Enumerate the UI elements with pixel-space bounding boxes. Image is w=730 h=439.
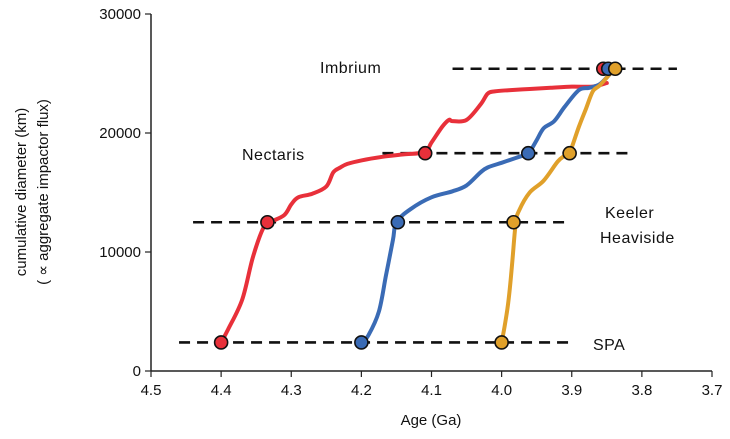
- y-tick-label: 20000: [99, 125, 141, 142]
- plot-area: [179, 61, 677, 350]
- annotation-keeler: Keeler: [605, 205, 654, 222]
- annotation-imbrium: Imbrium: [320, 60, 381, 77]
- data-point-marker: [417, 145, 433, 161]
- x-axis-title: Age (Ga): [401, 412, 462, 429]
- data-point-marker: [562, 145, 577, 161]
- data-point-marker: [213, 335, 229, 350]
- x-tick-label: 4.0: [491, 382, 512, 399]
- y-tick-label: 10000: [99, 244, 141, 261]
- data-point-marker: [607, 61, 623, 77]
- series-line-blue: [359, 71, 613, 345]
- y-ticks: 0 10000 20000 30000: [99, 6, 151, 380]
- data-point-marker: [506, 214, 521, 230]
- x-tick-label: 4.4: [211, 382, 232, 399]
- annotation-heaviside: Heaviside: [600, 230, 675, 247]
- x-ticks: 4.5 4.4 4.3 4.2 4.1 4.0 3.9 3.8 3.7: [141, 371, 723, 399]
- x-tick-label: 4.1: [421, 382, 442, 399]
- x-tick-label: 4.5: [141, 382, 162, 399]
- data-point-marker: [260, 214, 275, 230]
- y-tick-label: 0: [133, 363, 141, 380]
- x-tick-label: 3.8: [631, 382, 652, 399]
- data-point-marker: [390, 214, 406, 230]
- data-point-marker: [520, 145, 536, 161]
- x-tick-label: 4.3: [281, 382, 302, 399]
- data-point-marker: [354, 335, 369, 350]
- annotation-nectaris: Nectaris: [242, 147, 305, 164]
- series-line-red: [219, 81, 609, 345]
- y-tick-label: 30000: [99, 6, 141, 23]
- x-tick-label: 4.2: [351, 382, 372, 399]
- series-line-orange: [499, 71, 613, 345]
- x-tick-label: 3.9: [561, 382, 582, 399]
- y-axis-title-line1: cumulative diameter (km): [13, 108, 30, 276]
- annotation-spa: SPA: [593, 337, 625, 354]
- x-tick-label: 3.7: [702, 382, 723, 399]
- y-axis-title-line2: ( ∝ aggregate impactor flux): [35, 99, 52, 285]
- data-point-marker: [494, 335, 509, 350]
